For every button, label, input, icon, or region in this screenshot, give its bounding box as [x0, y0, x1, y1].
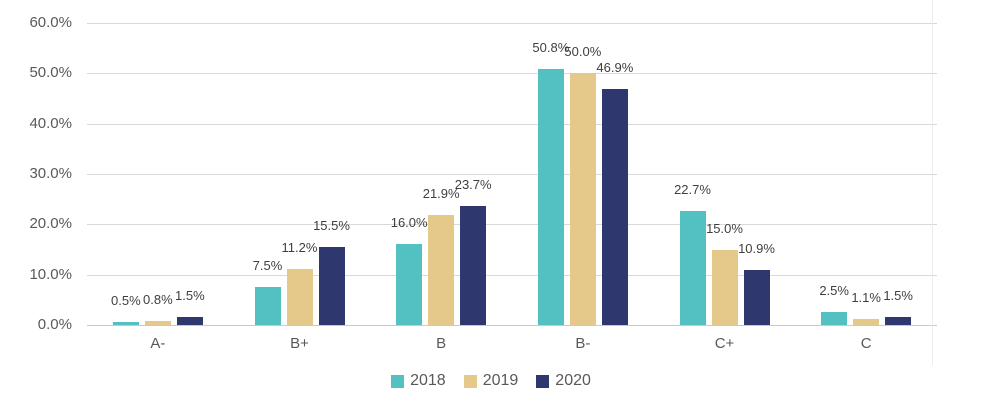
x-axis-category-label-A-: A- — [150, 335, 166, 352]
y-axis-tick-label: 50.0% — [29, 64, 72, 82]
y-axis-tick-label: 60.0% — [29, 14, 72, 31]
legend-item-2019[interactable]: 2019 — [463, 371, 519, 391]
bar-2019-A-[interactable] — [144, 320, 171, 325]
bar-value-label-2018-C: 2.5% — [819, 283, 849, 299]
bar-2020-A-[interactable] — [176, 317, 203, 325]
bar-2019-B[interactable] — [428, 214, 455, 325]
bar-2019-B-[interactable] — [569, 73, 596, 325]
legend-label-2018: 2018 — [410, 372, 446, 389]
background-grid-line — [932, 0, 933, 365]
gridline-50.0% — [87, 73, 937, 75]
gridline-0.0% — [87, 325, 937, 326]
bar-2019-C[interactable] — [853, 319, 880, 325]
legend-label-2019: 2019 — [482, 372, 519, 389]
x-axis-category-label-B: B — [436, 335, 447, 352]
bar-2018-A-[interactable] — [112, 322, 139, 325]
bar-value-label-2018-C+: 22.7% — [674, 181, 711, 197]
y-axis-tick-label: 0.0% — [37, 316, 72, 333]
x-axis-category-label-C+: C+ — [714, 335, 735, 352]
y-axis-tick-label: 40.0% — [29, 114, 72, 132]
y-axis-tick-label: 10.0% — [29, 265, 72, 283]
bar-2018-C+[interactable] — [679, 210, 706, 325]
gridline-10.0% — [87, 274, 937, 276]
bar-2020-C[interactable] — [885, 317, 912, 325]
x-axis-category-label-C: C — [860, 335, 872, 352]
bar-value-label-2018-A-: 0.5% — [111, 293, 141, 309]
gridline-30.0% — [87, 174, 937, 175]
bar-value-label-2020-B+: 15.5% — [313, 217, 350, 233]
y-axis-tick-label: 20.0% — [29, 215, 72, 233]
y-axis-tick-label: 30.0% — [29, 165, 72, 182]
gridline-20.0% — [87, 224, 937, 226]
bar-2019-B+[interactable] — [286, 268, 313, 325]
bar-2019-C+[interactable] — [711, 249, 738, 325]
bar-value-label-2019-C+: 15.0% — [706, 220, 743, 236]
bar-value-label-2019-B+: 11.2% — [281, 239, 318, 255]
bar-value-label-2018-B: 16.0% — [390, 215, 428, 231]
bar-value-label-2018-B+: 7.5% — [252, 258, 283, 274]
legend-swatch-2019 — [463, 374, 477, 388]
legend-item-2020[interactable]: 2020 — [536, 371, 591, 391]
legend-swatch-2020 — [536, 374, 550, 388]
bar-2018-B-[interactable] — [537, 69, 564, 325]
bar-value-label-2019-B: 21.9% — [422, 185, 460, 201]
legend: 2018 2019 2020 — [0, 371, 982, 391]
bar-2020-B[interactable] — [460, 205, 487, 325]
bar-value-label-2019-B-: 50.0% — [564, 44, 602, 60]
bar-value-label-2019-C: 1.1% — [851, 290, 881, 306]
legend-swatch-2018 — [391, 374, 405, 388]
bar-2020-B-[interactable] — [601, 88, 628, 325]
bar-value-label-2020-A-: 1.5% — [175, 288, 205, 304]
legend-label-2020: 2020 — [555, 372, 591, 389]
bar-value-label-2020-B: 23.7% — [454, 176, 492, 192]
bar-value-label-2018-B-: 50.8% — [532, 40, 570, 56]
bar-2018-B+[interactable] — [254, 287, 281, 325]
legend-item-2018[interactable]: 2018 — [391, 371, 446, 391]
bar-2020-B+[interactable] — [318, 246, 345, 325]
x-axis-category-label-B+: B+ — [290, 335, 309, 352]
gridline-40.0% — [87, 123, 937, 125]
bar-2018-B[interactable] — [396, 244, 423, 325]
bar-2018-C[interactable] — [821, 312, 848, 325]
gridline-60.0% — [87, 23, 937, 24]
bar-value-label-2019-A-: 0.8% — [143, 291, 173, 307]
x-axis-category-label-B-: B- — [575, 335, 591, 352]
bar-value-label-2020-B-: 46.9% — [596, 59, 634, 75]
bar-value-label-2020-C+: 10.9% — [738, 241, 775, 257]
bar-2020-C+[interactable] — [743, 270, 770, 325]
bar-value-label-2020-C: 1.5% — [883, 288, 913, 304]
